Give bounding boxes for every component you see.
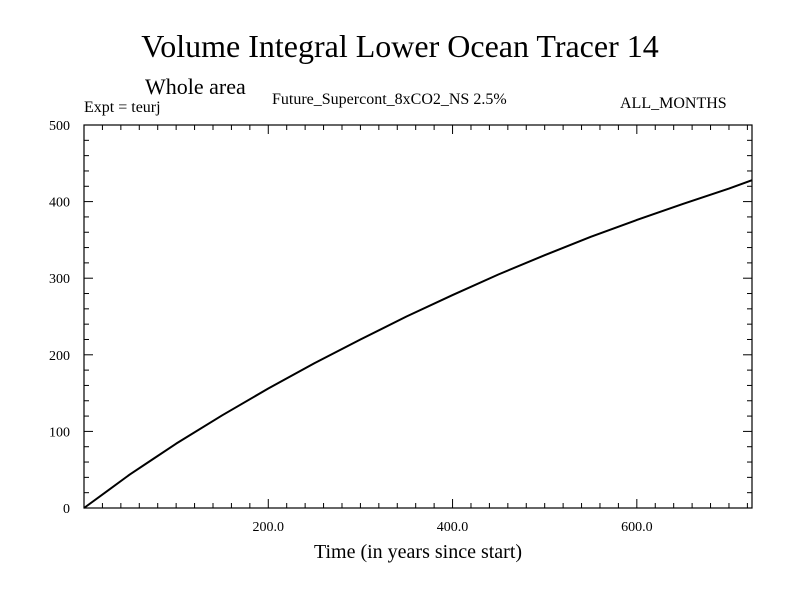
axis-tick-labels: 200.0 400.0 600.0 0 100 200 300 400 500 xyxy=(49,119,653,535)
months-label: ALL_MONTHS xyxy=(620,95,727,112)
axis-ticks xyxy=(84,125,752,508)
experiment-id-label: Expt = teurj xyxy=(84,99,161,116)
chart-title: Volume Integral Lower Ocean Tracer 14 xyxy=(141,28,659,64)
chart-subtitle: Whole area xyxy=(145,74,246,99)
y-tick-label: 200 xyxy=(49,349,70,364)
y-tick-label: 0 xyxy=(63,502,70,517)
x-axis-label: Time (in years since start) xyxy=(313,541,523,563)
y-tick-label: 300 xyxy=(49,272,70,287)
y-tick-label: 100 xyxy=(49,425,70,440)
plot-area-frame xyxy=(83,124,753,509)
y-tick-label: 400 xyxy=(49,196,70,211)
x-tick-label: 200.0 xyxy=(253,520,285,535)
x-tick-label: 400.0 xyxy=(437,520,469,535)
series-group xyxy=(83,179,753,509)
y-tick-label: 500 xyxy=(49,119,70,134)
experiment-name-label: Future_Supercont_8xCO2_NS 2.5% xyxy=(272,91,507,108)
series-line xyxy=(83,179,753,509)
x-tick-label: 600.0 xyxy=(621,520,653,535)
